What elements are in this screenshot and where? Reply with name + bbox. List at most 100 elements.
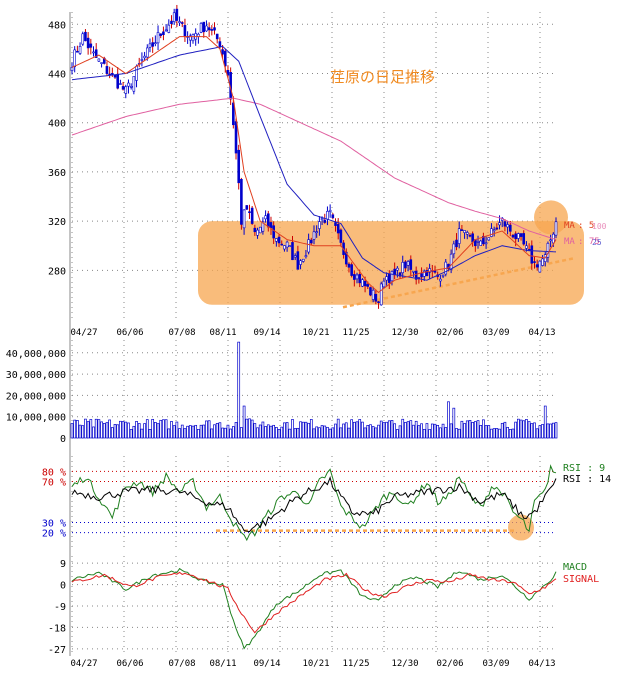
candle-body xyxy=(272,225,275,239)
x-tick-label-mid: 07/08 xyxy=(168,328,195,338)
volume-bar xyxy=(369,424,372,439)
ma-legend-value: : 75 xyxy=(578,237,600,247)
candle-body xyxy=(175,8,179,21)
candle-body xyxy=(266,213,270,228)
volume-bar xyxy=(180,424,184,439)
candle-body xyxy=(84,31,87,42)
volume-bar xyxy=(127,422,130,439)
volume-bar xyxy=(291,419,294,439)
x-tick-label-mid: 11/25 xyxy=(342,328,369,338)
macd-y-tick-label: -27 xyxy=(48,645,66,656)
candle-body xyxy=(334,222,337,226)
volume-bar xyxy=(414,420,418,439)
volume-bar xyxy=(535,428,539,439)
ma-legend-value: 100 xyxy=(592,222,607,231)
volume-bar xyxy=(92,426,95,439)
candle-body xyxy=(363,281,367,287)
candle-body xyxy=(277,236,281,244)
volume-bar xyxy=(304,421,308,439)
volume-bar xyxy=(457,428,461,439)
x-tick-label-mid: 09/14 xyxy=(253,328,280,338)
macd-y-tick-label: 9 xyxy=(60,559,66,570)
candle-body xyxy=(205,25,208,32)
candle-body xyxy=(164,29,168,32)
candle-body xyxy=(70,67,74,71)
candle-body xyxy=(387,273,391,283)
volume-bar xyxy=(299,421,302,439)
volume-bar xyxy=(554,422,558,439)
candle-body xyxy=(293,255,297,258)
volume-bar xyxy=(285,422,289,439)
volume-bar xyxy=(533,422,536,439)
volume-bar xyxy=(221,427,224,439)
candle-body xyxy=(280,243,284,246)
volume-bar xyxy=(234,422,238,439)
volume-bar xyxy=(164,419,168,439)
candle-body xyxy=(449,253,453,270)
ma-legend-value: 25 xyxy=(592,238,602,247)
volume-bar xyxy=(517,418,520,439)
candle-body xyxy=(132,76,136,92)
volume-bar xyxy=(328,428,332,439)
candle-body xyxy=(180,22,184,24)
candle-body xyxy=(412,270,415,273)
candle-body xyxy=(148,43,152,48)
ma-legend-prefix: MA xyxy=(564,237,575,247)
volume-bar xyxy=(116,424,120,439)
candle-body xyxy=(245,205,249,210)
volume-bar xyxy=(503,421,507,439)
volume-bar xyxy=(428,429,431,439)
volume-bar xyxy=(162,419,165,439)
volume-bar xyxy=(500,422,504,439)
volume-bar xyxy=(280,426,284,439)
volume-bar xyxy=(498,428,501,439)
volume-bar xyxy=(412,424,415,439)
volume-bar xyxy=(186,425,189,439)
volume-bar xyxy=(339,427,343,439)
volume-bar xyxy=(379,420,383,439)
volume-bar xyxy=(439,427,442,439)
volume-bar xyxy=(264,426,267,439)
candle-body xyxy=(339,229,343,243)
x-tick-label-mid: 04/13 xyxy=(528,328,555,338)
candle-body xyxy=(323,219,327,223)
volume-bar xyxy=(425,423,429,439)
price-y-tick-label: 440 xyxy=(48,70,66,81)
candle-body xyxy=(452,243,456,255)
macd-series-line xyxy=(71,567,557,650)
candle-body xyxy=(119,83,122,85)
candle-body xyxy=(269,222,273,229)
volume-bar xyxy=(137,423,141,439)
candle-body xyxy=(81,33,85,45)
candle-body xyxy=(156,32,160,44)
candle-body xyxy=(253,227,257,233)
candle-body xyxy=(414,270,418,280)
candle-body xyxy=(127,82,130,87)
macd-panel xyxy=(71,567,557,650)
candle-body xyxy=(460,229,464,231)
volume-bar xyxy=(178,428,181,439)
candle-body xyxy=(189,35,192,41)
volume-bar xyxy=(422,428,426,439)
volume-bar xyxy=(334,423,337,439)
volume-bar xyxy=(543,405,547,439)
volume-bar xyxy=(374,427,378,439)
volume-bar xyxy=(441,423,445,439)
x-tick-label-bottom: 12/30 xyxy=(391,659,418,669)
x-tick-label-bottom: 04/13 xyxy=(528,659,555,669)
candle-body xyxy=(100,62,103,64)
candle-body xyxy=(116,73,120,89)
candle-body xyxy=(261,221,265,232)
volume-bar xyxy=(205,420,208,439)
price-y-tick-label: 360 xyxy=(48,168,66,179)
candle-body xyxy=(546,243,550,258)
candle-body xyxy=(145,47,149,58)
volume-bar xyxy=(522,420,526,439)
volume-bar xyxy=(551,422,555,439)
volume-bar xyxy=(215,423,219,439)
volume-bar xyxy=(154,422,157,439)
volume-bar xyxy=(229,428,232,439)
ma-legend-prefix: MA xyxy=(564,221,575,231)
macd-legend-label: MACD xyxy=(563,562,587,573)
